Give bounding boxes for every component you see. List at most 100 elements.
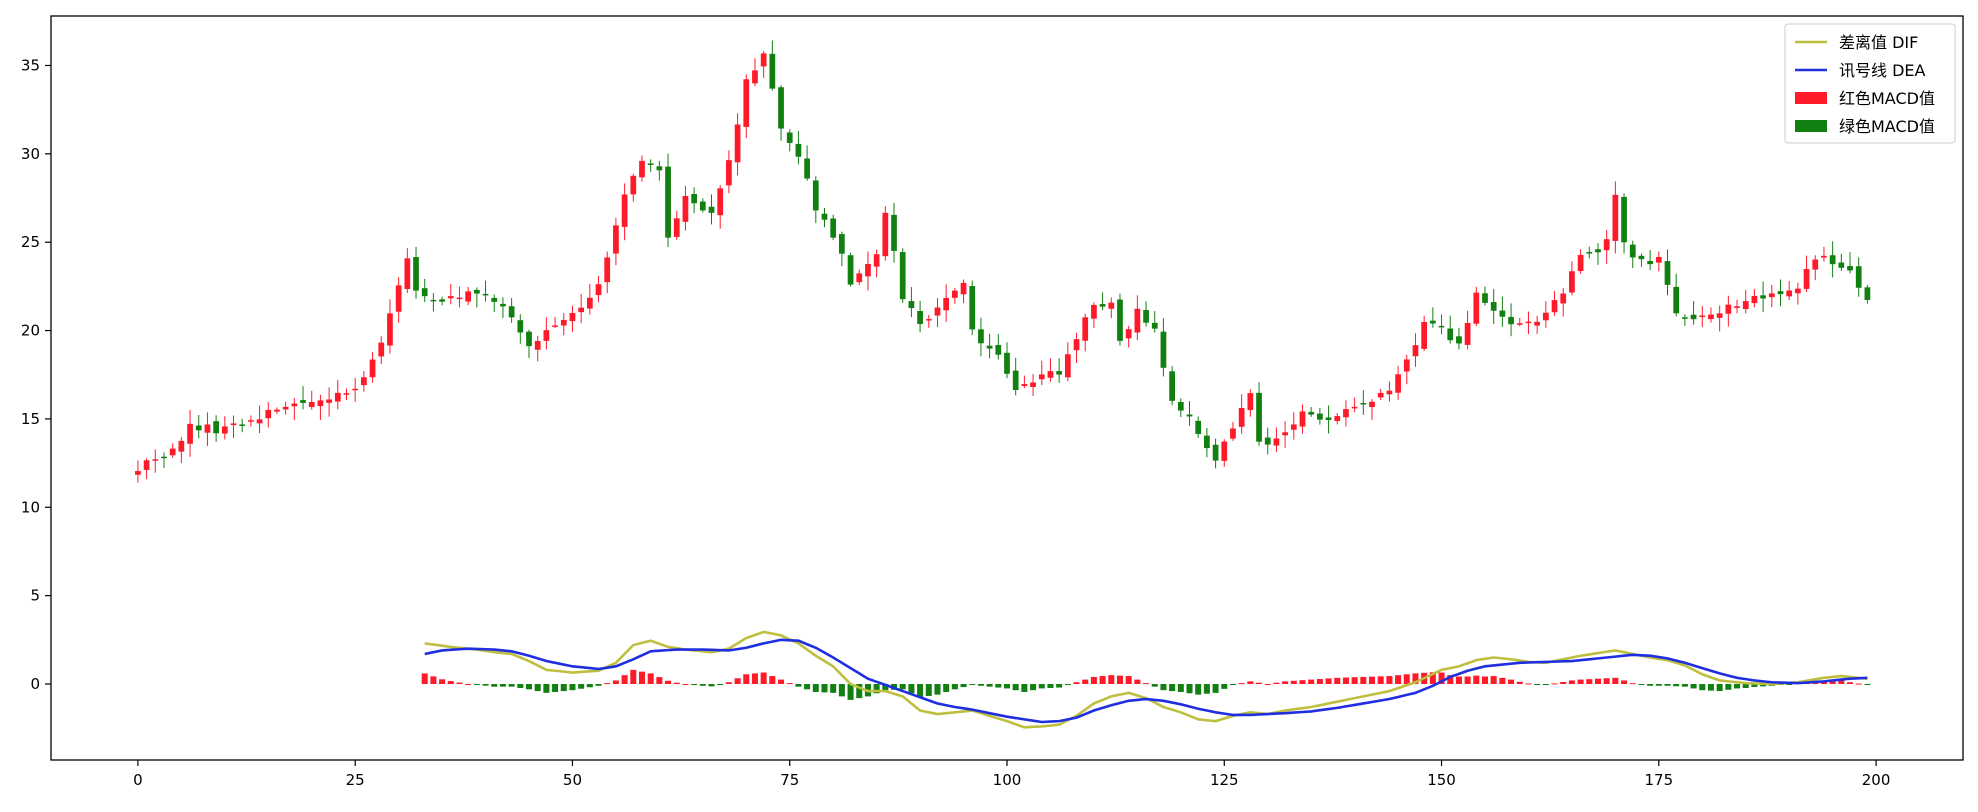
candle-body [473, 289, 480, 294]
candle [1108, 297, 1115, 319]
candle [369, 351, 376, 383]
legend-entry: 绿色MACD值 [1795, 117, 1935, 136]
candle [1204, 427, 1210, 458]
candle [135, 460, 141, 483]
macd-bar [1760, 684, 1767, 687]
candle [447, 283, 454, 305]
candle-body [673, 218, 680, 237]
macd-bar [1542, 684, 1549, 686]
candle [352, 377, 359, 402]
macd-bar [1551, 683, 1558, 685]
candle [534, 335, 541, 362]
candle-body [1125, 329, 1132, 339]
macd-bar [1577, 679, 1584, 685]
macd-bar [934, 684, 941, 695]
candle [195, 414, 202, 439]
candle [1334, 413, 1341, 425]
candle [326, 387, 332, 417]
macd-bar [1455, 676, 1462, 685]
candle-body [152, 459, 159, 461]
macd-bar [1664, 684, 1671, 686]
candle [1647, 249, 1653, 271]
macd-bar [986, 684, 993, 687]
candle-body [1325, 417, 1332, 421]
macd-bar [1169, 684, 1176, 692]
candle-body [560, 319, 567, 326]
candle-body [699, 201, 706, 211]
candle-body [786, 132, 793, 143]
candle [1195, 416, 1202, 438]
candle [1247, 389, 1254, 417]
candle [1690, 301, 1697, 325]
candle-body [1577, 254, 1584, 272]
candle [613, 217, 619, 266]
candle-body [899, 252, 906, 300]
macd-bar [1690, 684, 1697, 689]
macd-bar [552, 684, 559, 692]
candle-body [1429, 320, 1436, 324]
candle [1290, 412, 1297, 440]
x-tick-label: 125 [1210, 771, 1239, 789]
macd-bar [560, 684, 567, 692]
candle [699, 198, 706, 213]
macd-bar [456, 682, 463, 685]
macd-bar [1386, 676, 1393, 685]
macd-bar [1603, 678, 1610, 685]
macd-bar [1499, 677, 1506, 685]
candle-body [1464, 322, 1471, 345]
macd-bar [1221, 684, 1228, 689]
macd-bar [1003, 684, 1011, 689]
candle [839, 231, 845, 267]
candle-body [274, 409, 280, 412]
candle-body [604, 257, 611, 283]
candle-body [482, 293, 489, 296]
candle-body [369, 359, 376, 378]
macd-bar [1725, 684, 1732, 690]
candle-body [265, 409, 272, 419]
macd-bar [1073, 682, 1080, 685]
candle-body [1299, 411, 1306, 427]
x-tick-label: 25 [346, 771, 365, 789]
macd-bar [465, 684, 472, 686]
macd-bar [1377, 676, 1384, 685]
candle [282, 401, 289, 415]
macd-bar [1334, 677, 1341, 685]
macd-histogram [421, 669, 1871, 700]
x-tick-label: 0 [133, 771, 143, 789]
macd-bar [925, 684, 932, 696]
macd-bar [430, 676, 437, 685]
candle [1473, 286, 1480, 326]
candle [1169, 366, 1175, 406]
candle-body [656, 166, 663, 171]
y-tick-label: 25 [21, 233, 40, 251]
candle-body [1082, 317, 1089, 341]
candle [691, 187, 697, 214]
candle [586, 283, 593, 315]
candle-body [1308, 411, 1315, 415]
candle-body [647, 163, 654, 165]
candle [682, 185, 689, 231]
candle-body [1056, 371, 1063, 375]
candlestick-series [135, 40, 1871, 483]
candle-body [934, 307, 941, 316]
candle [1716, 305, 1723, 332]
macd-bar [1473, 675, 1480, 685]
candle [187, 410, 193, 457]
macd-bar [1673, 684, 1680, 687]
macd-bar [491, 684, 498, 687]
macd-bar [1273, 682, 1280, 685]
candle-body [1186, 414, 1193, 417]
macd-bar [1716, 684, 1723, 692]
candle-body [1204, 435, 1210, 449]
candle-body [221, 426, 228, 434]
candle-body [1725, 304, 1732, 314]
candle-body [769, 53, 776, 89]
candle [647, 159, 654, 172]
candle-body [1143, 309, 1149, 323]
candle-body [1803, 269, 1810, 289]
candle [1099, 292, 1106, 311]
candle-body [960, 282, 967, 295]
candle [1499, 296, 1506, 327]
candle-body [639, 160, 645, 178]
macd-bar [1647, 684, 1654, 686]
